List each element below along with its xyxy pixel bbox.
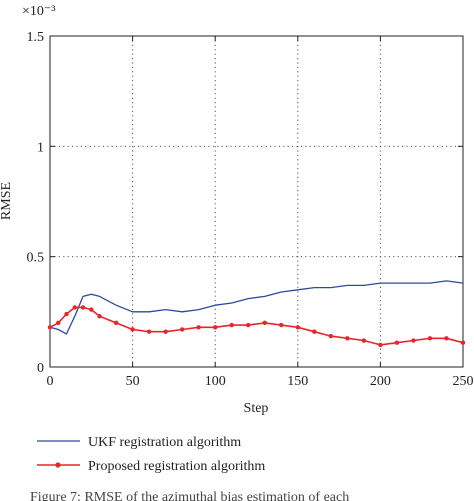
y-tick-label: 0.5 — [27, 251, 45, 266]
legend-label-proposed: Proposed registration algorithm — [88, 459, 265, 474]
series-point-1 — [411, 338, 416, 343]
legend-label-ukf: UKF registration algorithm — [88, 435, 241, 450]
legend: UKF registration algorithm Proposed regi… — [37, 435, 265, 474]
x-tick-label: 100 — [205, 374, 226, 389]
series-point-1 — [113, 320, 119, 326]
series-point-1 — [97, 314, 102, 319]
series-point-1 — [47, 325, 53, 330]
series-point-1 — [146, 329, 152, 334]
series-point-1 — [179, 327, 185, 332]
series-point-1 — [163, 329, 168, 334]
series-point-1 — [444, 336, 449, 341]
plot-frame — [49, 35, 464, 368]
series-point-1 — [56, 320, 61, 326]
series-point-1 — [229, 322, 234, 328]
series-point-1 — [312, 329, 317, 334]
series-point-1 — [246, 322, 251, 328]
series-point-1 — [378, 342, 383, 348]
legend-marker-proposed — [55, 462, 61, 468]
series-point-1 — [196, 325, 201, 330]
x-tick-label: 50 — [126, 374, 140, 389]
y-tick-label: 1 — [37, 140, 44, 155]
figure-caption: Figure 7: RMSE of the azimuthal bias est… — [30, 490, 350, 501]
x-tick-label: 250 — [453, 374, 474, 389]
series-point-1 — [89, 307, 94, 312]
series-point-1 — [130, 327, 135, 332]
x-axis-label: Step — [244, 401, 269, 416]
series-point-1 — [64, 311, 69, 317]
grid-lines — [50, 36, 463, 367]
axis-ticks: 0 50 100 150 200 250 0 0.5 1 1.5 — [27, 30, 474, 389]
series-point-1 — [80, 305, 86, 310]
y-tick-label: 0 — [37, 361, 44, 376]
series-point-1 — [427, 336, 433, 341]
series-point-1 — [279, 322, 284, 328]
x-tick-label: 150 — [287, 374, 308, 389]
series-point-1 — [262, 320, 267, 326]
y-tick-label: 1.5 — [27, 30, 45, 45]
series-point-1 — [295, 325, 300, 330]
x-tick-label: 0 — [47, 374, 54, 389]
series-lines — [47, 280, 466, 348]
x-tick-label: 200 — [370, 374, 391, 389]
y-exponent-label: ×10⁻³ — [22, 4, 55, 19]
series-point-1 — [72, 305, 77, 310]
series-point-1 — [394, 340, 400, 345]
y-axis-label: RMSE — [0, 182, 14, 220]
series-point-1 — [213, 325, 218, 330]
series-point-1 — [361, 338, 367, 343]
series-line-0 — [49, 280, 464, 335]
series-line-1 — [49, 306, 464, 346]
series-point-1 — [328, 333, 334, 339]
series-point-1 — [345, 336, 350, 341]
series-point-1 — [460, 340, 466, 345]
